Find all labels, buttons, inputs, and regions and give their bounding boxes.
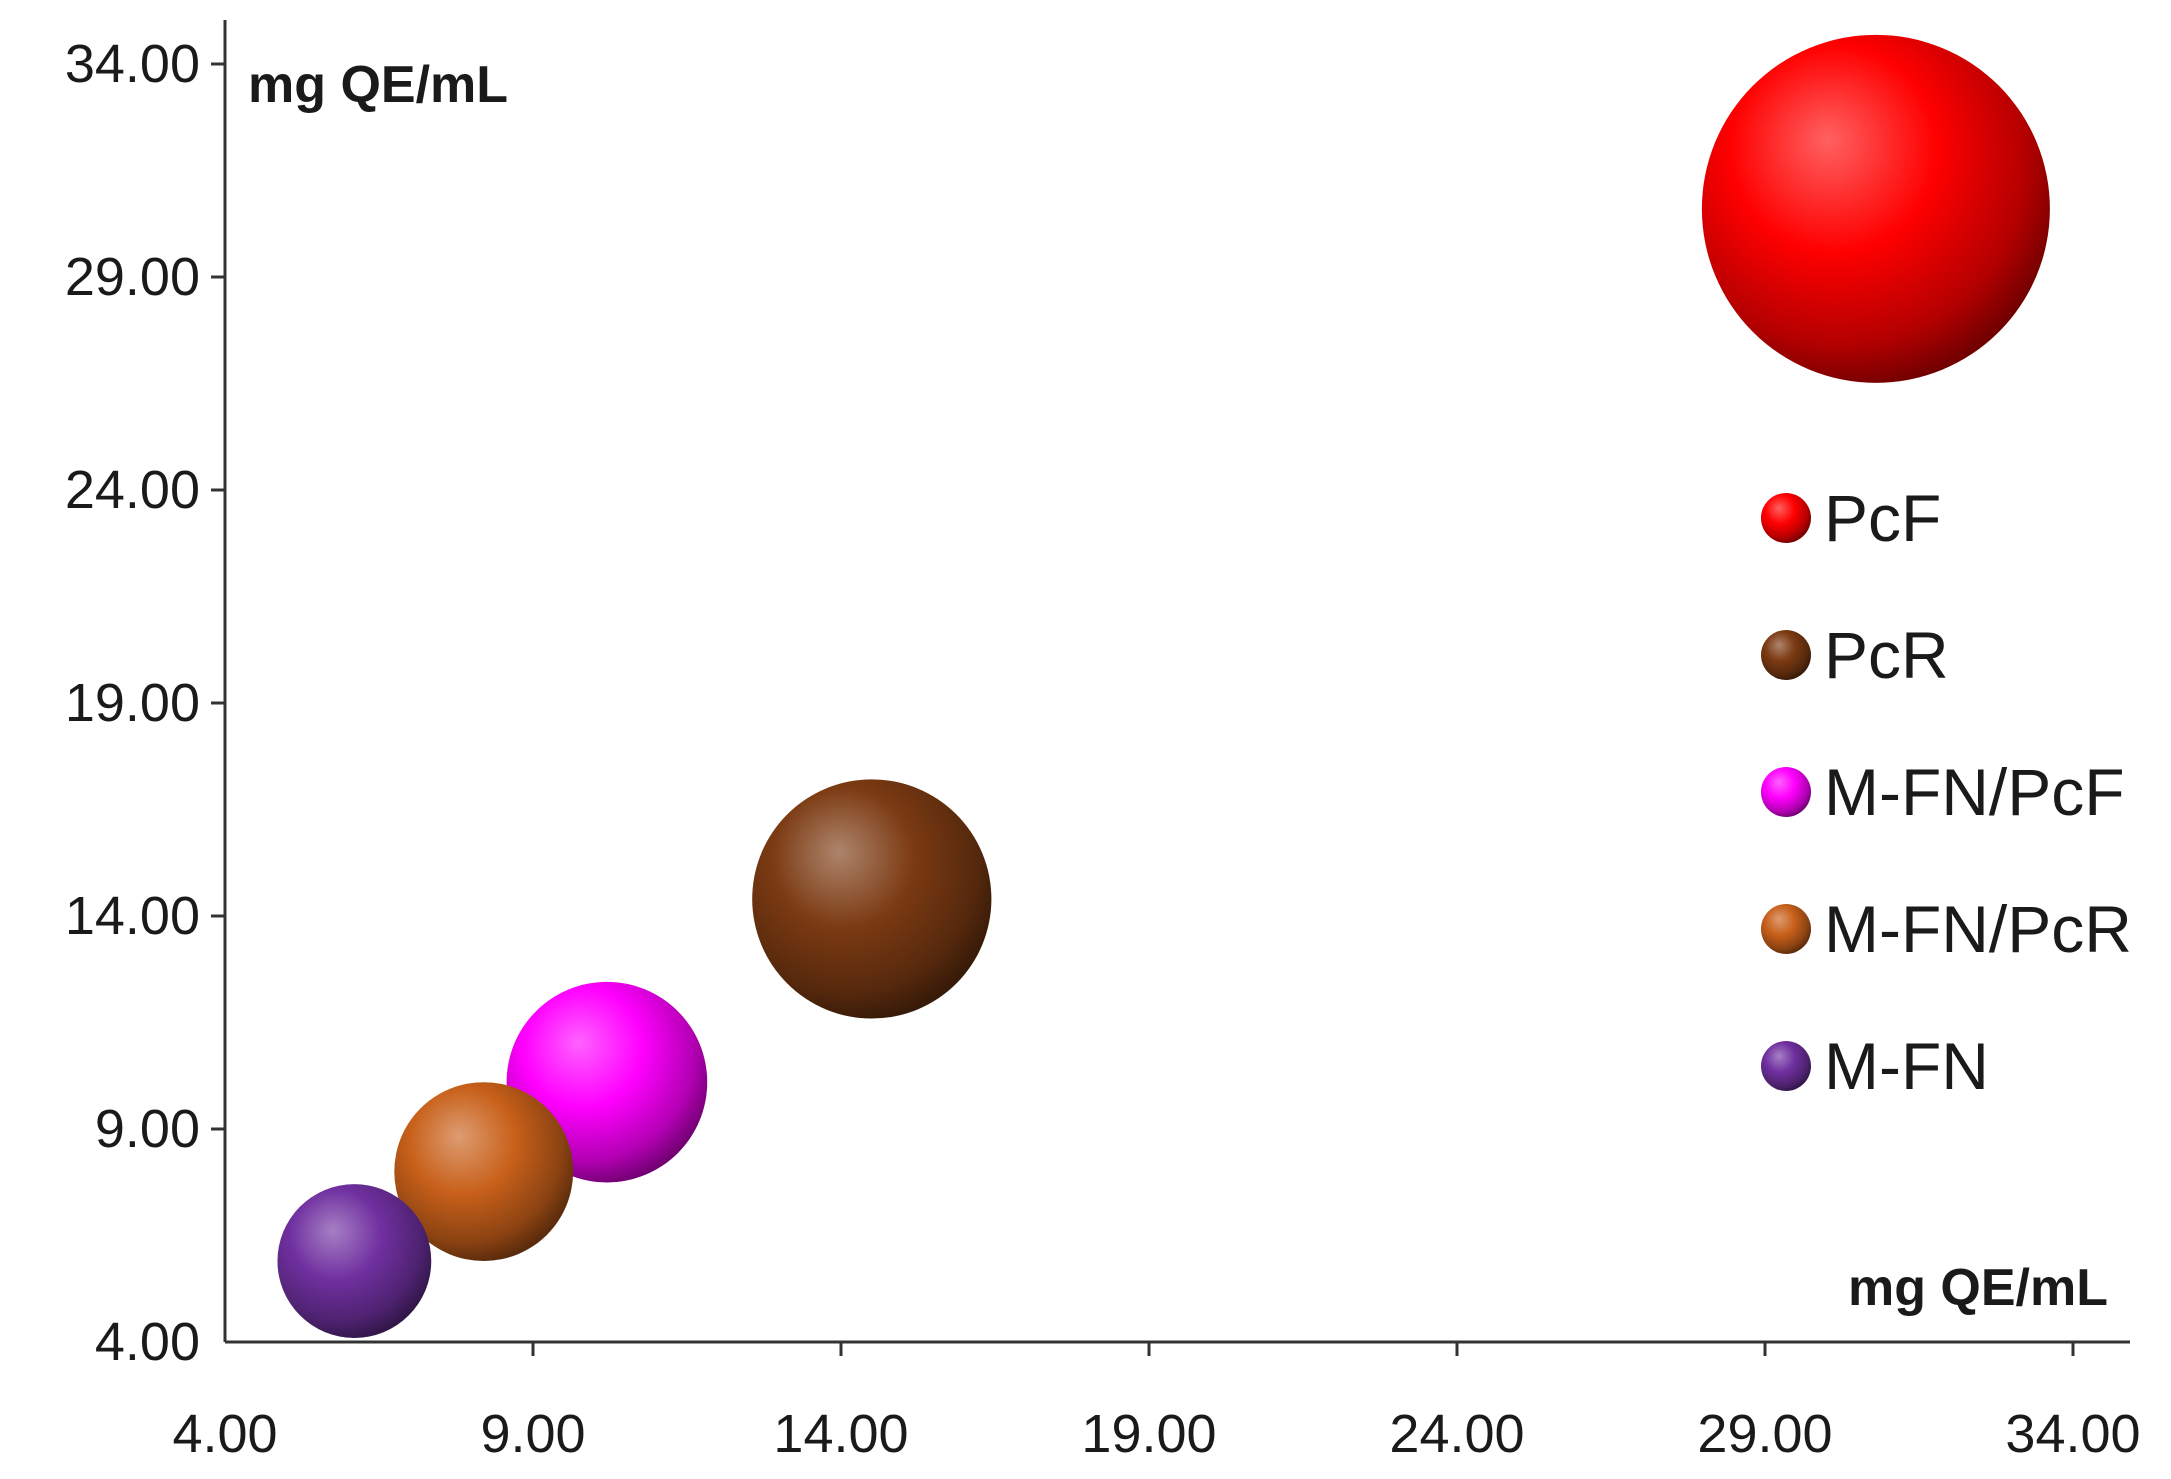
x-tick-label: 14.00 [773, 1404, 908, 1464]
bubble-m-fn-pcr [394, 1082, 574, 1261]
legend-marker-m-fn-pcr [1761, 904, 1811, 954]
bubble-pcf [1701, 34, 2050, 383]
bubble-m-fn [277, 1184, 432, 1338]
legend-label-m-fn-pcf: M-FN/PcF [1824, 755, 2125, 829]
x-axis-ticks: 4.00 9.00 14.00 19.00 24.00 29.00 34.00 [172, 1342, 2141, 1464]
x-axis-title: mg QE/mL [1848, 1259, 2108, 1317]
legend-marker-m-fn [1761, 1041, 1811, 1091]
y-tick-label: 19.00 [65, 673, 200, 733]
legend-label-pcr: PcR [1824, 618, 1949, 692]
legend-marker-m-fn-pcf [1761, 767, 1811, 817]
y-tick-label: 24.00 [65, 460, 200, 520]
x-tick-label: 24.00 [1389, 1404, 1524, 1464]
y-tick-label: 29.00 [65, 247, 200, 307]
y-tick-label: 4.00 [95, 1312, 200, 1372]
y-tick-label: 9.00 [95, 1099, 200, 1159]
bubble-series [277, 34, 2050, 1338]
bubble-pcr [752, 779, 992, 1019]
x-tick-label: 34.00 [2005, 1404, 2140, 1464]
x-tick-label: 9.00 [480, 1404, 585, 1464]
x-tick-label: 29.00 [1697, 1404, 1832, 1464]
x-tick-label: 4.00 [172, 1404, 277, 1464]
legend-marker-pcr [1761, 630, 1811, 680]
y-axis-title: mg QE/mL [248, 56, 508, 114]
legend-label-pcf: PcF [1824, 481, 1941, 555]
y-axis-ticks: 4.00 9.00 14.00 19.00 24.00 29.00 34.00 [65, 34, 225, 1372]
legend-marker-pcf [1761, 493, 1811, 543]
legend-label-m-fn: M-FN [1824, 1029, 1989, 1103]
legend-label-m-fn-pcr: M-FN/PcR [1824, 892, 2132, 966]
y-tick-label: 14.00 [65, 886, 200, 946]
y-tick-label: 34.00 [65, 34, 200, 94]
legend: PcF PcR M-FN/PcF M-FN/PcR M-FN [1761, 481, 2132, 1103]
x-tick-label: 19.00 [1081, 1404, 1216, 1464]
chart-axes [223, 20, 2130, 1344]
